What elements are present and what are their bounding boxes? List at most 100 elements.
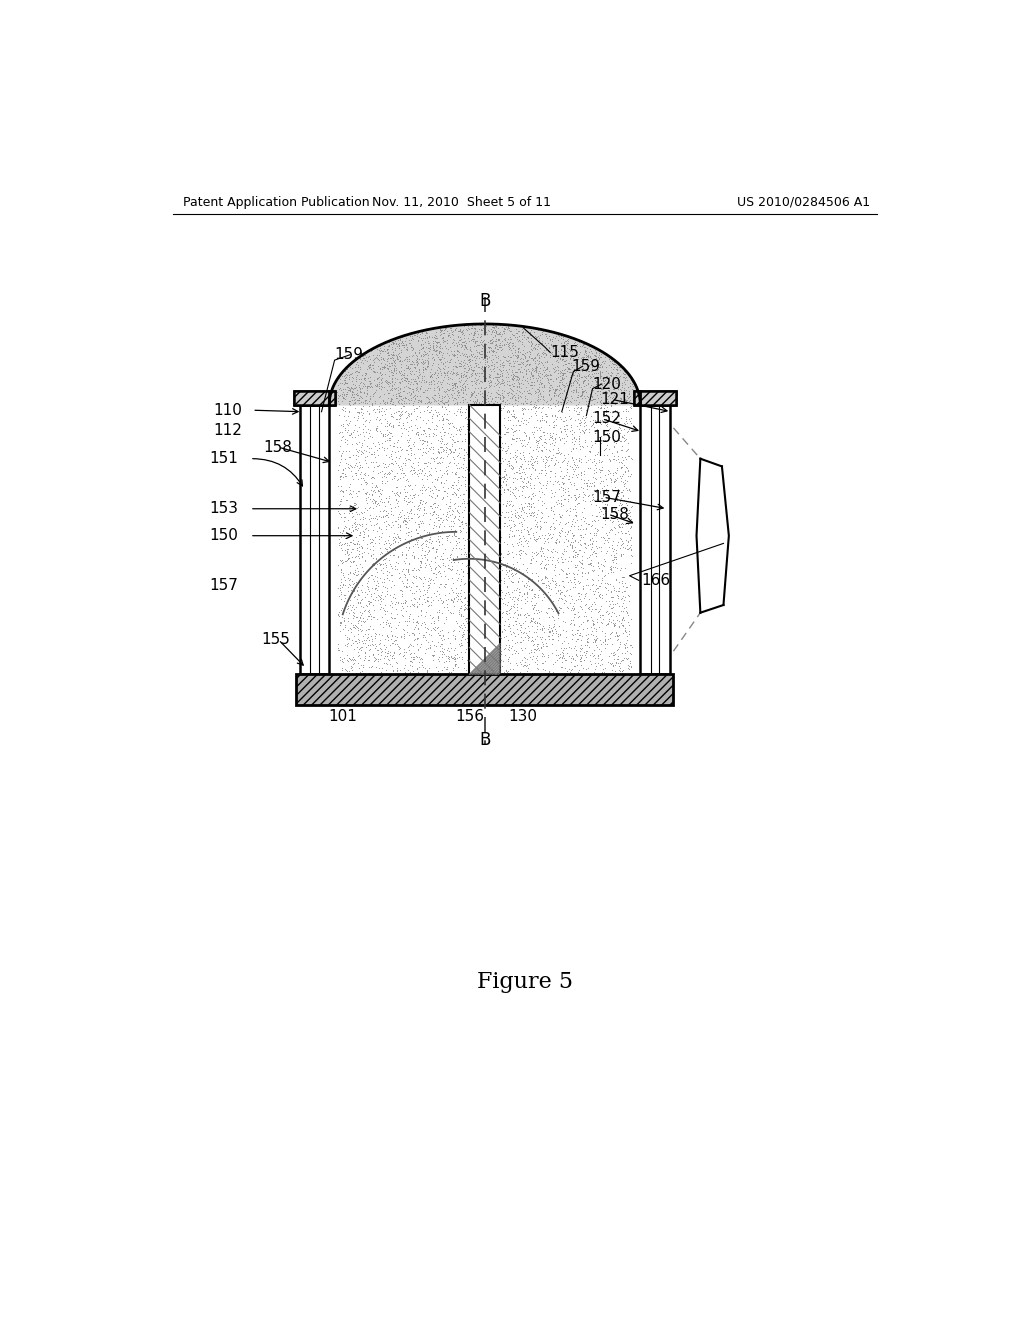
Point [522,383,539,404]
Point [534,516,550,537]
Point [606,615,623,636]
Point [505,572,521,593]
Point [588,546,604,568]
Point [346,533,362,554]
Point [439,446,456,467]
Point [332,466,348,487]
Point [539,391,555,412]
Point [542,368,558,389]
Point [417,331,433,352]
Point [553,494,569,515]
Point [606,356,623,378]
Point [377,393,393,414]
Point [572,647,589,668]
Point [563,659,580,680]
Point [383,362,399,383]
Point [433,643,450,664]
Point [408,533,424,554]
Point [336,388,352,409]
Point [553,408,569,429]
Point [420,451,436,473]
Point [461,536,477,557]
Point [370,579,386,601]
Point [357,482,374,503]
Point [389,348,406,370]
Point [392,458,409,479]
Point [372,537,388,558]
Point [426,450,442,471]
Point [544,329,560,350]
Point [621,623,637,644]
Point [474,371,490,392]
Point [506,355,522,376]
Point [547,619,563,640]
Point [391,568,408,589]
Point [349,623,366,644]
Point [376,338,392,359]
Point [603,653,620,675]
Point [573,549,590,570]
Point [333,479,349,500]
Point [510,507,526,528]
Point [557,513,573,535]
Point [523,502,540,523]
Point [534,626,550,647]
Point [373,413,389,434]
Point [420,354,436,375]
Point [609,585,626,606]
Point [579,610,595,631]
Point [551,400,567,421]
Point [488,445,505,466]
Point [474,494,490,515]
Point [492,569,508,590]
Point [375,347,391,368]
Point [371,494,387,515]
Point [569,385,586,407]
Point [388,378,404,399]
Point [587,659,603,680]
Point [335,482,351,503]
Point [362,515,379,536]
Point [360,635,377,656]
Point [501,543,517,564]
Point [426,635,442,656]
Point [478,490,495,511]
Point [591,411,607,432]
Point [526,334,543,355]
Point [585,554,601,576]
Point [434,437,451,458]
Point [567,362,584,383]
Point [597,577,613,598]
Point [583,389,599,411]
Point [554,643,570,664]
Point [525,393,542,414]
Point [452,371,468,392]
Point [517,543,534,564]
Point [409,657,425,678]
Point [513,531,529,552]
Point [461,348,477,370]
Point [455,378,471,399]
Point [394,581,411,602]
Point [445,620,462,642]
Point [365,461,381,482]
Point [409,611,425,632]
Point [446,463,463,484]
Point [446,552,463,573]
Point [413,479,429,500]
Point [419,544,435,565]
Point [508,322,524,343]
Point [528,466,545,487]
Point [354,521,371,543]
Point [528,615,545,636]
Point [614,463,631,484]
Point [584,490,600,511]
Point [486,335,503,356]
Point [553,546,569,568]
Point [434,396,451,417]
Point [440,599,457,620]
Point [534,364,550,385]
Point [400,434,417,455]
Point [560,338,577,359]
Point [368,548,384,569]
